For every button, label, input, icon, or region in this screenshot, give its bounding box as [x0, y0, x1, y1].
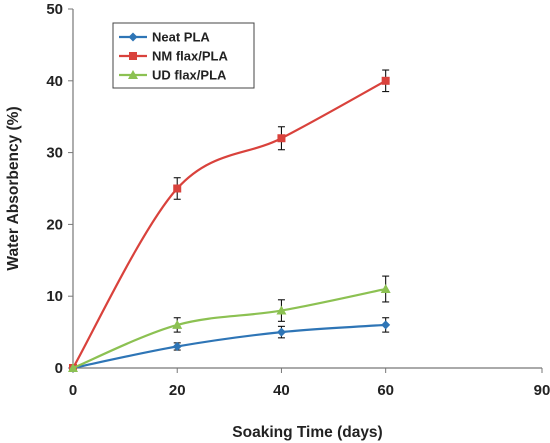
- data-point: [381, 320, 391, 330]
- y-tick-label: 30: [46, 145, 63, 162]
- y-axis-title: Water Absorbency (%): [5, 106, 22, 270]
- axes-frame: [72, 9, 542, 369]
- x-tick-label: 60: [377, 382, 394, 399]
- legend-label: NM flax/PLA: [152, 49, 228, 64]
- y-tick-label: 10: [46, 288, 63, 305]
- data-point: [172, 341, 182, 351]
- legend-label: Neat PLA: [152, 30, 210, 45]
- axis-ticks: 0 20 40 60 90 0 10 20 30 40 50: [46, 1, 550, 399]
- data-point: [276, 327, 286, 337]
- series-line: [72, 287, 386, 370]
- legend-label: UD flax/PLA: [152, 68, 227, 83]
- data-point: [381, 76, 390, 85]
- legend: Neat PLA NM flax/PLA UD flax/PLA: [112, 22, 255, 89]
- x-axis-title: Soaking Time (days): [232, 424, 382, 441]
- legend-swatch-marker: [129, 52, 137, 60]
- x-tick-label: 0: [69, 382, 77, 399]
- data-point: [173, 184, 182, 193]
- series-2: [68, 275, 391, 372]
- data-point: [380, 284, 391, 294]
- legend-swatch-marker: [128, 70, 138, 79]
- data-point: [276, 305, 287, 315]
- x-tick-label: 40: [273, 382, 290, 399]
- y-tick-label: 20: [46, 216, 63, 233]
- series-line: [72, 79, 387, 369]
- series-layer: [68, 69, 391, 373]
- y-tick-label: 50: [46, 1, 63, 18]
- series-line: [72, 323, 386, 370]
- x-tick-label: 90: [534, 382, 550, 399]
- data-point: [172, 319, 183, 329]
- y-tick-label: 0: [55, 360, 63, 377]
- x-tick-label: 20: [169, 382, 186, 399]
- legend-swatch-marker: [128, 32, 138, 42]
- series-0: [68, 317, 391, 373]
- data-point: [277, 134, 286, 143]
- y-tick-label: 40: [46, 73, 63, 90]
- data-point: [68, 363, 78, 372]
